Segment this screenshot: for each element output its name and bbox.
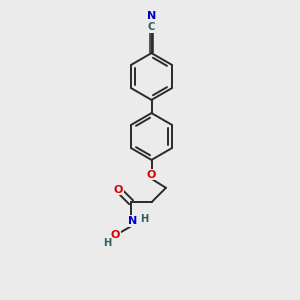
Text: O: O (147, 169, 156, 180)
Text: C: C (148, 22, 155, 32)
Text: N: N (128, 216, 137, 226)
Text: O: O (114, 184, 123, 194)
Text: N: N (147, 11, 156, 21)
Text: O: O (111, 230, 120, 240)
Text: H: H (140, 214, 149, 224)
Text: H: H (103, 238, 111, 248)
